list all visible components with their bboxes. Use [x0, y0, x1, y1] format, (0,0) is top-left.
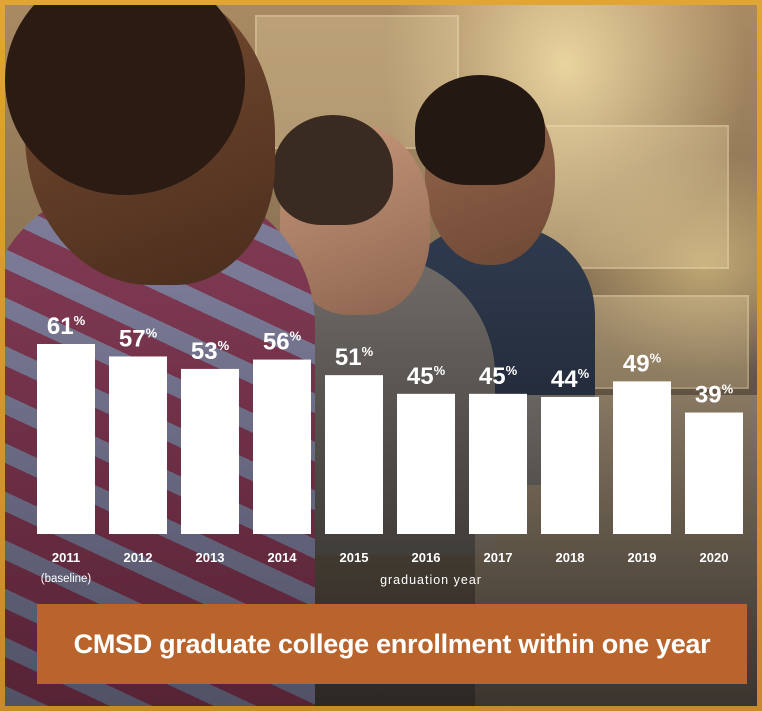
bar-2020: [685, 412, 743, 534]
x-tick-2020: 2020: [700, 550, 729, 565]
data-label-2017: 45%: [479, 363, 518, 390]
x-tick-2017: 2017: [484, 550, 513, 565]
x-tick-2011: 2011: [52, 550, 80, 565]
data-label-2012: 57%: [119, 325, 158, 352]
bar-2011: [37, 344, 95, 534]
x-tick-2015: 2015: [340, 550, 369, 565]
bar-2018: [541, 396, 599, 534]
x-tick-2016: 2016: [412, 550, 441, 565]
bar-2013: [181, 368, 239, 534]
data-label-2016: 45%: [407, 363, 446, 390]
data-label-2018: 44%: [551, 366, 590, 393]
chart-title: CMSD graduate college enrollment within …: [73, 628, 711, 659]
bar-2015: [325, 375, 383, 534]
x-tick-2012: 2012: [124, 550, 153, 565]
data-label-2020: 39%: [695, 382, 734, 409]
bar-2016: [397, 393, 455, 534]
x-tick-2013: 2013: [196, 550, 225, 565]
x-tick-note-2011: (baseline): [41, 573, 92, 585]
data-label-2015: 51%: [335, 344, 374, 371]
data-label-2019: 49%: [623, 350, 662, 377]
x-tick-2014: 2014: [268, 550, 298, 565]
bar-2012: [109, 356, 167, 534]
bar-2014: [253, 359, 311, 534]
data-label-2014: 56%: [263, 329, 302, 356]
bar-2019: [613, 381, 671, 534]
data-label-2011: 61%: [47, 313, 86, 340]
x-tick-2019: 2019: [628, 550, 657, 565]
chart-title-banner: CMSD graduate college enrollment within …: [37, 604, 747, 684]
x-tick-2018: 2018: [556, 550, 585, 565]
x-axis-label: graduation year: [380, 573, 482, 587]
data-label-2013: 53%: [191, 338, 230, 365]
bar-2017: [469, 393, 527, 534]
